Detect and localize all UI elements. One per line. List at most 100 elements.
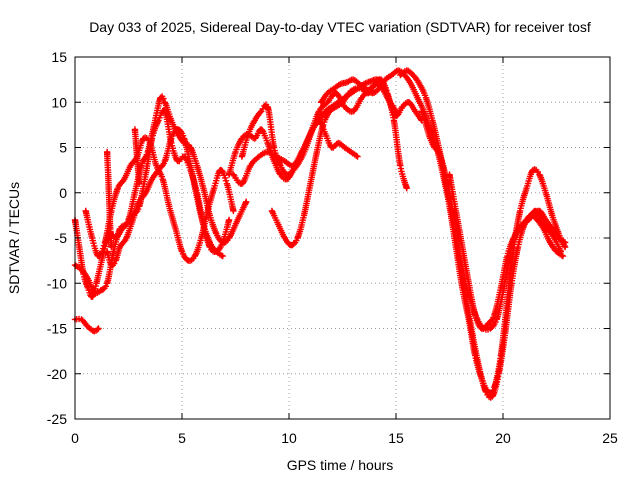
data-point [108,227,112,231]
data-point [189,164,193,168]
data-point [431,119,434,122]
data-point [405,69,409,72]
data-point [285,177,289,181]
data-point [480,327,483,330]
data-point [127,218,130,222]
data-point [144,173,148,177]
data-point [257,155,261,159]
data-point [332,87,336,91]
data-point [503,331,507,335]
y-tick-label: -20 [47,366,67,382]
x-tick-label: 25 [602,430,618,446]
x-tick-label: 10 [281,430,297,446]
data-point [95,281,98,285]
data-point [544,191,548,195]
data-point [518,209,522,213]
data-point [227,173,231,177]
data-point [550,227,554,231]
data-point [249,164,252,168]
data-point [161,177,165,181]
series-arc-3 [71,315,102,335]
data-point [409,82,413,86]
data-point [120,227,124,231]
data-point [176,132,180,136]
data-point [510,281,513,285]
data-point [490,395,494,398]
data-point [202,186,205,190]
data-point [326,91,329,95]
data-point [441,164,445,168]
x-tick-label: 20 [495,430,511,446]
data-point [236,218,240,222]
y-tick-label: 15 [51,49,67,65]
data-point [386,91,389,95]
data-point [471,336,475,339]
data-point [525,186,528,190]
data-point [129,164,133,168]
data-point [157,119,160,122]
data-point [157,168,160,172]
series-plus-markers [71,93,250,300]
data-point [345,80,349,84]
data-point [317,109,321,113]
data-point [531,214,535,217]
data-point [244,200,248,204]
data-point [116,186,120,190]
data-point [326,100,329,104]
y-tick-label: -25 [47,411,67,427]
data-point [279,173,282,177]
data-point [219,168,222,172]
data-point [309,182,312,186]
data-point [142,137,145,140]
data-point [134,141,138,145]
data-point [152,123,156,127]
data-point [557,236,560,240]
data-point [234,150,237,154]
data-point [176,159,180,163]
data-point [174,227,178,231]
data-point [146,150,150,154]
data-point [135,155,139,159]
data-point [298,159,302,163]
data-point [272,146,276,149]
data-point [334,105,338,109]
data-point [428,137,432,140]
data-point [253,137,257,140]
data-point [86,286,90,290]
series-arc-11 [268,76,410,249]
data-point [291,168,295,172]
data-point [317,119,321,122]
data-point [90,236,94,240]
data-point [488,327,492,330]
x-axis-label: GPS time / hours [287,457,394,473]
series-plus-markers [418,108,567,401]
data-point [106,173,110,177]
data-point [214,232,218,235]
series-plus-markers [71,315,102,335]
data-point [206,209,210,213]
data-point [105,250,109,254]
data-point [154,164,158,168]
data-point [433,146,436,149]
data-point [259,127,263,131]
data-point [195,195,199,199]
data-point [214,250,218,254]
data-point [424,123,428,127]
data-point [330,146,334,149]
data-point [240,155,244,159]
data-point [131,218,135,222]
data-point [99,289,103,292]
data-point [199,236,203,240]
data-point [240,182,244,186]
data-point [253,119,257,122]
data-point [407,100,411,104]
series-arc-12 [317,67,569,396]
data-point [538,173,541,177]
data-point [542,227,546,231]
data-point [163,159,167,163]
data-point [413,109,417,113]
data-point [296,236,299,240]
data-point [460,245,464,249]
y-tick-label: 0 [59,185,67,201]
data-point [424,96,428,100]
